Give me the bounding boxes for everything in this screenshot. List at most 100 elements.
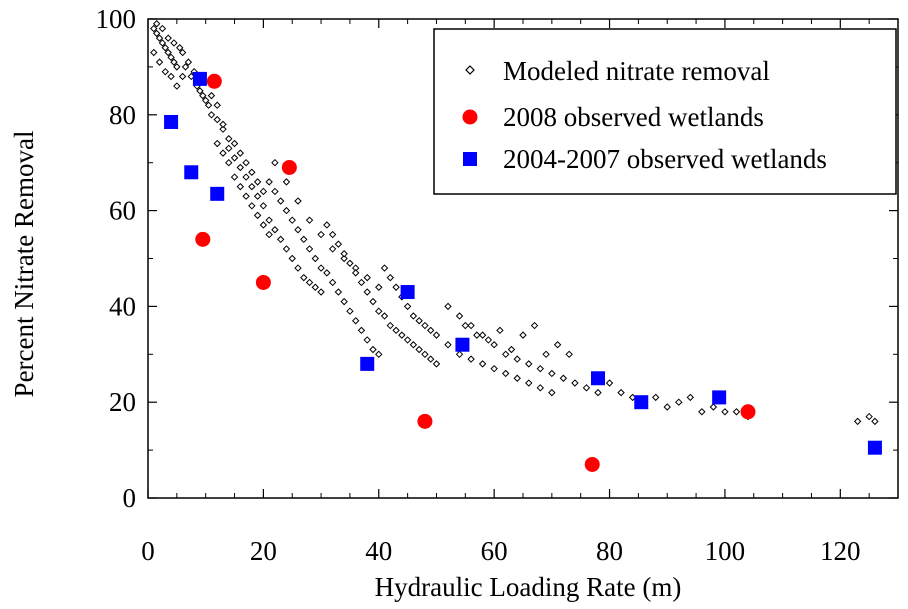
y-tick-label: 40 bbox=[109, 291, 136, 321]
modeled-point bbox=[409, 312, 418, 320]
modeled-point bbox=[170, 39, 178, 47]
observed-2008-point bbox=[281, 159, 297, 175]
observed-2008-point bbox=[584, 456, 600, 472]
x-tick-label: 40 bbox=[365, 536, 392, 566]
modeled-point bbox=[288, 216, 296, 224]
modeled-point bbox=[236, 182, 245, 191]
modeled-point bbox=[236, 149, 245, 157]
modeled-point bbox=[207, 91, 216, 100]
modeled-point bbox=[201, 96, 210, 105]
modeled-point bbox=[594, 388, 602, 397]
modeled-point bbox=[386, 273, 395, 282]
modeled-point bbox=[536, 384, 545, 392]
modeled-point bbox=[432, 331, 441, 339]
modeled-point bbox=[271, 158, 279, 167]
modeled-point bbox=[553, 341, 562, 349]
modeled-point bbox=[282, 206, 291, 215]
modeled-point bbox=[271, 187, 279, 196]
modeled-point bbox=[651, 393, 660, 402]
modeled-point bbox=[288, 254, 296, 263]
modeled-point bbox=[317, 264, 325, 272]
modeled-point bbox=[334, 240, 343, 248]
series-2 bbox=[164, 71, 882, 455]
observed-2004-2007-point bbox=[867, 440, 882, 455]
modeled-point bbox=[259, 187, 268, 196]
modeled-point bbox=[698, 408, 706, 416]
observed-2004-2007-point bbox=[192, 71, 207, 86]
modeled-point bbox=[178, 48, 187, 57]
modeled-point bbox=[363, 336, 371, 344]
modeled-point bbox=[380, 264, 389, 272]
modeled-point bbox=[363, 288, 371, 296]
modeled-point bbox=[155, 34, 164, 42]
x-tick-label: 60 bbox=[481, 536, 508, 566]
y-axis-label: Percent Nitrate Removal bbox=[9, 131, 39, 398]
x-tick-label: 0 bbox=[141, 536, 155, 566]
modeled-point bbox=[582, 384, 591, 392]
tick-marks bbox=[147, 18, 898, 499]
modeled-point bbox=[161, 44, 170, 52]
observed-2008-point bbox=[206, 73, 222, 89]
modeled-point bbox=[392, 326, 400, 335]
modeled-point bbox=[403, 302, 412, 311]
modeled-point bbox=[357, 326, 366, 335]
modeled-point bbox=[363, 273, 371, 282]
observed-2004-2007-point bbox=[634, 395, 649, 410]
modeled-point bbox=[490, 341, 498, 349]
modeled-point bbox=[253, 192, 262, 200]
modeled-point bbox=[340, 250, 348, 258]
modeled-point bbox=[571, 379, 579, 387]
modeled-point bbox=[375, 283, 383, 291]
modeled-point bbox=[409, 341, 418, 349]
modeled-point bbox=[519, 331, 527, 339]
modeled-point bbox=[871, 417, 879, 426]
modeled-point bbox=[473, 331, 481, 339]
modeled-point bbox=[248, 202, 256, 210]
plot-frame bbox=[147, 18, 899, 499]
modeled-point bbox=[501, 350, 510, 359]
tick-labels: 0 20 40 60 80 100 120 0 20 40 60 80 100 bbox=[96, 4, 861, 566]
modeled-point bbox=[357, 278, 366, 287]
modeled-point bbox=[300, 273, 308, 282]
modeled-point bbox=[559, 374, 568, 382]
modeled-point bbox=[158, 39, 167, 47]
modeled-point bbox=[164, 48, 172, 57]
modeled-point bbox=[865, 412, 873, 421]
modeled-point bbox=[305, 278, 314, 287]
legend-label-modeled: Modeled nitrate removal bbox=[503, 56, 770, 86]
modeled-point bbox=[351, 269, 360, 277]
modeled-point bbox=[346, 259, 354, 267]
x-tick-label: 80 bbox=[596, 536, 623, 566]
observed-2008-point bbox=[740, 404, 756, 420]
modeled-point bbox=[178, 72, 187, 81]
modeled-point bbox=[426, 326, 435, 335]
observed-2008-point bbox=[417, 413, 433, 429]
modeled-point bbox=[461, 321, 470, 330]
modeled-point bbox=[328, 245, 337, 253]
modeled-point bbox=[617, 388, 625, 397]
modeled-point bbox=[467, 355, 475, 363]
modeled-point bbox=[271, 226, 279, 234]
modeled-point bbox=[467, 321, 475, 330]
modeled-point bbox=[305, 216, 314, 224]
modeled-point bbox=[421, 321, 429, 330]
modeled-point bbox=[432, 360, 441, 368]
modeled-point bbox=[219, 149, 227, 157]
modeled-point bbox=[152, 29, 161, 38]
modeled-point bbox=[242, 192, 250, 200]
modeled-point bbox=[721, 408, 729, 416]
modeled-point bbox=[490, 364, 498, 373]
modeled-point bbox=[311, 283, 320, 291]
modeled-point bbox=[225, 144, 233, 153]
observed-2004-2007-point bbox=[455, 337, 470, 352]
modeled-point bbox=[444, 302, 452, 311]
modeled-point bbox=[204, 101, 213, 109]
y-tick-label: 0 bbox=[123, 483, 137, 513]
modeled-point bbox=[709, 403, 718, 411]
modeled-point bbox=[230, 154, 239, 162]
modeled-point bbox=[548, 388, 556, 397]
modeled-point bbox=[253, 178, 262, 186]
modeled-point bbox=[392, 283, 400, 291]
data-points bbox=[150, 20, 882, 472]
